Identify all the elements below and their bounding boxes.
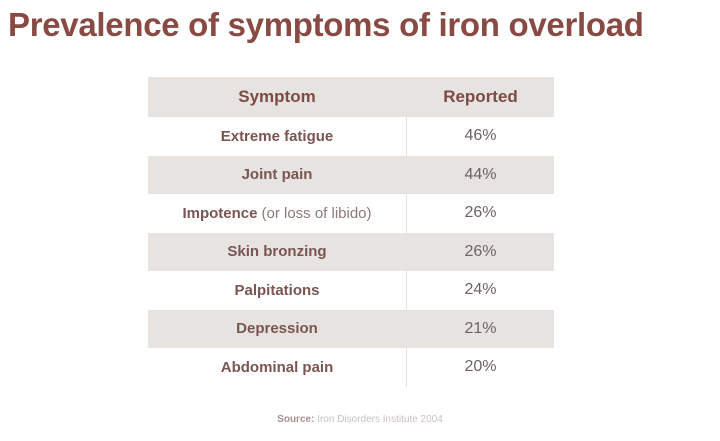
- reported-cell: 46%: [406, 117, 554, 156]
- header-symptom: Symptom: [238, 87, 316, 106]
- source-citation: Source: Iron Disorders Institute 2004: [0, 414, 720, 425]
- symptom-cell: Abdominal pain: [220, 358, 334, 376]
- symptom-cell: Impotence (or loss of libido): [182, 204, 372, 222]
- source-label: Source:: [277, 414, 315, 425]
- symptom-cell: Skin bronzing: [227, 243, 327, 261]
- table-row: Depression 21%: [148, 309, 554, 348]
- table-row: Abdominal pain 20%: [148, 348, 554, 387]
- reported-cell: 44%: [464, 165, 497, 183]
- symptom-cell: Extreme fatigue: [220, 127, 334, 145]
- table-header-row: Symptom Reported: [148, 77, 554, 117]
- reported-cell: 24%: [406, 271, 554, 310]
- symptom-cell: Depression: [236, 320, 318, 338]
- symptom-cell: Palpitations: [234, 281, 320, 299]
- reported-cell: 21%: [464, 319, 497, 337]
- table-row: Joint pain 44%: [148, 155, 554, 194]
- reported-cell: 26%: [406, 194, 554, 233]
- reported-cell: 20%: [406, 348, 554, 387]
- table-row: Extreme fatigue 46%: [148, 117, 554, 156]
- table-row: Impotence (or loss of libido) 26%: [148, 194, 554, 233]
- header-reported: Reported: [443, 87, 518, 106]
- symptom-cell: Joint pain: [241, 166, 313, 184]
- page-title: Prevalence of symptoms of iron overload: [8, 6, 644, 43]
- table-row: Palpitations 24%: [148, 271, 554, 310]
- symptoms-table: Symptom Reported Extreme fatigue 46% Joi…: [148, 77, 554, 387]
- table-row: Skin bronzing 26%: [148, 232, 554, 271]
- reported-cell: 26%: [464, 242, 497, 260]
- symptom-note: (or loss of libido): [261, 204, 372, 222]
- source-text: Iron Disorders Institute 2004: [317, 414, 443, 425]
